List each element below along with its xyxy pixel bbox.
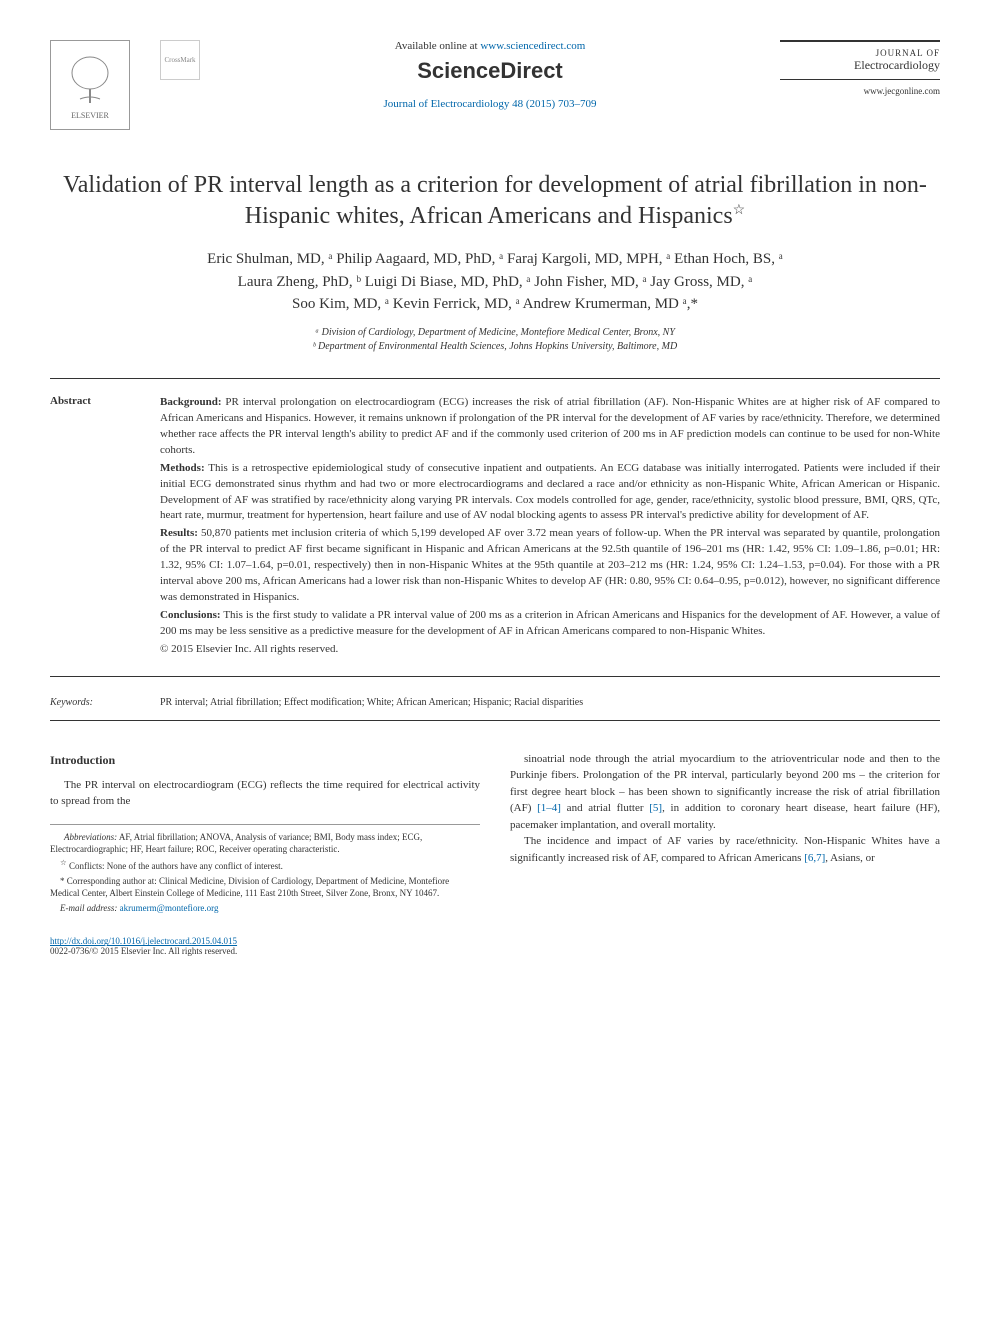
conflicts-text: Conflicts: None of the authors have any … xyxy=(67,861,283,871)
elsevier-logo: ELSEVIER xyxy=(50,40,130,130)
header-left: ELSEVIER CrossMark xyxy=(50,40,200,130)
keywords-label: Keywords: xyxy=(50,697,140,708)
footnotes: Abbreviations: AF, Atrial fibrillation; … xyxy=(50,824,480,915)
conclusions-label: Conclusions: xyxy=(160,609,221,621)
methods-text: This is a retrospective epidemiological … xyxy=(160,462,940,522)
header-center: Available online at www.sciencedirect.co… xyxy=(200,40,780,110)
affiliation-a: ᵃ Division of Cardiology, Department of … xyxy=(50,326,940,340)
available-online: Available online at www.sciencedirect.co… xyxy=(220,40,760,52)
column-right: sinoatrial node through the atrial myoca… xyxy=(510,751,940,917)
citation-link-6-7[interactable]: [6,7] xyxy=(804,852,825,864)
abstract-block: Abstract Background: PR interval prolong… xyxy=(50,378,940,677)
abbreviations-label: Abbreviations: xyxy=(64,832,117,842)
background-text: PR interval prolongation on electrocardi… xyxy=(160,396,940,456)
doi-link[interactable]: http://dx.doi.org/10.1016/j.jelectrocard… xyxy=(50,936,237,946)
keywords-row: Keywords: PR interval; Atrial fibrillati… xyxy=(50,689,940,721)
page-header: ELSEVIER CrossMark Available online at w… xyxy=(50,40,940,130)
journal-name: Electrocardiology xyxy=(780,58,940,73)
column-left: Introduction The PR interval on electroc… xyxy=(50,751,480,917)
journal-url: www.jecgonline.com xyxy=(780,86,940,96)
article-title: Validation of PR interval length as a cr… xyxy=(50,170,940,232)
journal-citation: Journal of Electrocardiology 48 (2015) 7… xyxy=(220,98,760,110)
elsevier-tree-icon xyxy=(60,51,120,111)
issn-copyright: 0022-0736/© 2015 Elsevier Inc. All right… xyxy=(50,946,940,956)
abstract-copyright: © 2015 Elsevier Inc. All rights reserved… xyxy=(160,642,940,658)
abstract-text: Background: PR interval prolongation on … xyxy=(160,395,940,660)
citation-link-5[interactable]: [5] xyxy=(649,802,662,814)
abstract-label: Abstract xyxy=(50,395,140,660)
introduction-heading: Introduction xyxy=(50,751,480,769)
email-label: E-mail address: xyxy=(60,903,120,913)
col2-paragraph-1: sinoatrial node through the atrial myoca… xyxy=(510,751,940,834)
authors: Eric Shulman, MD, ᵃ Philip Aagaard, MD, … xyxy=(50,248,940,316)
conclusions-text: This is the first study to validate a PR… xyxy=(160,609,940,637)
keywords-text: PR interval; Atrial fibrillation; Effect… xyxy=(160,697,583,708)
header-right: JOURNAL OF Electrocardiology www.jecgonl… xyxy=(780,40,940,96)
corresponding-author: Corresponding author at: Clinical Medici… xyxy=(50,876,449,899)
crossmark-icon[interactable]: CrossMark xyxy=(160,40,200,80)
page-footer: http://dx.doi.org/10.1016/j.jelectrocard… xyxy=(50,936,940,956)
email-address[interactable]: akrumerm@montefiore.org xyxy=(120,903,219,913)
results-text: 50,870 patients met inclusion criteria o… xyxy=(160,527,940,603)
background-label: Background: xyxy=(160,396,222,408)
col2-paragraph-2: The incidence and impact of AF varies by… xyxy=(510,833,940,866)
journal-of-label: JOURNAL OF xyxy=(780,48,940,58)
affiliation-b: ᵇ Department of Environmental Health Sci… xyxy=(50,340,940,354)
conflicts-star-icon: ☆ xyxy=(60,858,67,867)
authors-line-1: Eric Shulman, MD, ᵃ Philip Aagaard, MD, … xyxy=(50,248,940,271)
body-columns: Introduction The PR interval on electroc… xyxy=(50,751,940,917)
sciencedirect-brand: ScienceDirect xyxy=(220,58,760,84)
authors-line-2: Laura Zheng, PhD, ᵇ Luigi Di Biase, MD, … xyxy=(50,271,940,294)
journal-name-box: JOURNAL OF Electrocardiology xyxy=(780,40,940,80)
authors-line-3: Soo Kim, MD, ᵃ Kevin Ferrick, MD, ᵃ Andr… xyxy=(50,293,940,316)
affiliations: ᵃ Division of Cardiology, Department of … xyxy=(50,326,940,354)
intro-paragraph-1: The PR interval on electrocardiogram (EC… xyxy=(50,777,480,810)
sciencedirect-link[interactable]: www.sciencedirect.com xyxy=(480,40,585,52)
title-star-icon: ☆ xyxy=(733,203,746,218)
citation-link-1-4[interactable]: [1–4] xyxy=(537,802,561,814)
results-label: Results: xyxy=(160,527,198,539)
methods-label: Methods: xyxy=(160,462,205,474)
elsevier-label: ELSEVIER xyxy=(71,111,109,120)
